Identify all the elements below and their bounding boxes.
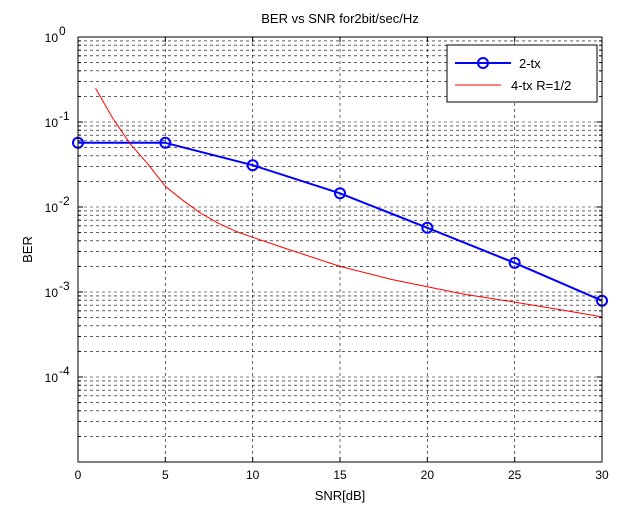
y-tick-label: 10: [45, 31, 59, 45]
chart-title: BER vs SNR for2bit/sec/Hz: [261, 11, 419, 26]
legend-marker-2tx: [477, 57, 489, 69]
y-tick-label-exponent: -1: [59, 109, 70, 123]
y-tick-label-exponent: 0: [59, 24, 66, 38]
x-tick-label: 15: [333, 468, 347, 482]
data-point: [246, 159, 259, 172]
data-point: [334, 187, 346, 200]
y-axis-label: BER: [20, 236, 35, 263]
y-tick-label-exponent: -4: [59, 364, 70, 378]
x-axis-label: SNR[dB]: [315, 488, 366, 503]
x-tick-label: 20: [421, 468, 435, 482]
y-tick-label-exponent: -3: [59, 279, 70, 293]
series-line-1: [95, 87, 603, 318]
legend-entry-4tx: 4-tx R=1/2: [511, 78, 571, 93]
grid: [78, 37, 602, 462]
x-tick-label: 30: [595, 468, 609, 482]
legend: 2-tx 4-tx R=1/2: [446, 44, 598, 103]
data-point: [508, 256, 521, 269]
data-point: [159, 136, 172, 149]
x-tick-label: 25: [508, 468, 522, 482]
y-tick-label: 10: [45, 201, 59, 215]
legend-entry-2tx: 2-tx: [519, 56, 541, 71]
y-tick-label: 10: [45, 286, 59, 300]
legend-box: [446, 44, 598, 103]
y-tick-label: 10: [45, 371, 59, 385]
x-tick-label: 10: [246, 468, 260, 482]
x-tick-label: 5: [162, 468, 169, 482]
y-tick-label-exponent: -2: [59, 194, 70, 208]
series-line-0: [78, 141, 603, 302]
x-tick-label: 0: [75, 468, 82, 482]
y-tick-label: 10: [45, 116, 59, 130]
data-point: [421, 221, 434, 234]
